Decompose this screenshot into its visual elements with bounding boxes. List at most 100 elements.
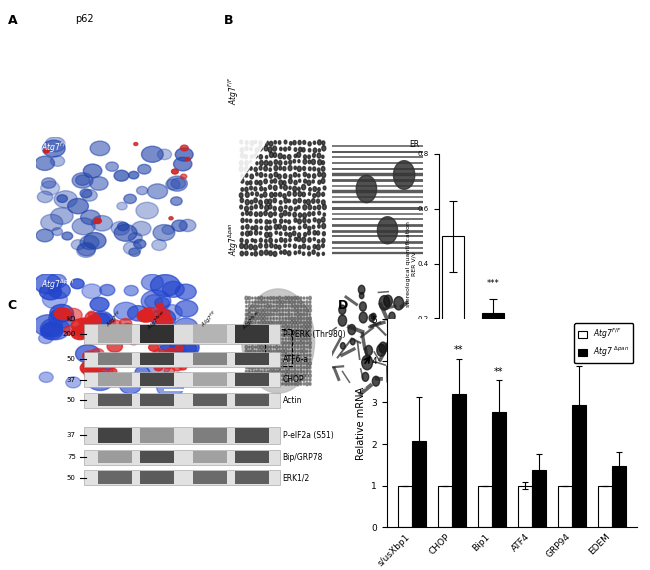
Circle shape xyxy=(47,274,66,288)
Circle shape xyxy=(306,358,308,361)
Circle shape xyxy=(369,314,374,321)
Circle shape xyxy=(318,225,320,228)
Circle shape xyxy=(259,219,262,223)
Circle shape xyxy=(275,231,278,234)
Bar xyxy=(452,394,466,527)
Circle shape xyxy=(251,325,254,328)
Circle shape xyxy=(80,189,92,198)
Circle shape xyxy=(294,329,296,332)
Circle shape xyxy=(39,372,53,382)
Circle shape xyxy=(322,231,326,236)
Circle shape xyxy=(304,233,307,237)
Circle shape xyxy=(323,186,326,190)
Circle shape xyxy=(153,225,175,241)
Circle shape xyxy=(298,160,300,162)
Circle shape xyxy=(261,354,263,357)
Circle shape xyxy=(308,142,311,146)
Circle shape xyxy=(158,309,170,318)
Circle shape xyxy=(250,174,254,179)
Circle shape xyxy=(254,168,257,172)
Circle shape xyxy=(241,174,244,178)
Circle shape xyxy=(254,353,257,357)
Circle shape xyxy=(291,353,293,357)
Circle shape xyxy=(40,318,70,340)
Circle shape xyxy=(276,370,278,373)
Circle shape xyxy=(358,286,365,294)
Circle shape xyxy=(291,305,293,308)
Circle shape xyxy=(291,358,292,361)
Circle shape xyxy=(289,233,292,237)
Circle shape xyxy=(294,321,296,324)
Circle shape xyxy=(255,313,256,316)
Circle shape xyxy=(245,333,248,336)
Circle shape xyxy=(282,325,283,328)
Circle shape xyxy=(254,316,257,320)
Circle shape xyxy=(296,309,299,312)
Circle shape xyxy=(261,367,263,369)
Circle shape xyxy=(246,330,247,332)
Circle shape xyxy=(259,231,261,235)
Circle shape xyxy=(266,329,268,332)
Circle shape xyxy=(266,345,268,349)
Circle shape xyxy=(284,370,287,373)
Bar xyxy=(598,486,612,527)
Circle shape xyxy=(404,337,410,345)
Circle shape xyxy=(298,226,301,229)
Circle shape xyxy=(151,239,166,250)
Circle shape xyxy=(306,346,307,348)
Circle shape xyxy=(80,235,99,250)
Circle shape xyxy=(127,335,135,341)
Circle shape xyxy=(148,184,168,199)
Circle shape xyxy=(306,317,308,320)
Circle shape xyxy=(321,178,325,184)
Circle shape xyxy=(266,374,269,378)
Circle shape xyxy=(260,205,263,209)
Text: Bip/GRP78: Bip/GRP78 xyxy=(283,453,323,462)
Circle shape xyxy=(245,313,248,316)
Circle shape xyxy=(257,309,259,312)
Circle shape xyxy=(169,217,173,220)
Circle shape xyxy=(281,341,284,345)
Circle shape xyxy=(152,353,173,368)
Circle shape xyxy=(281,333,284,336)
Circle shape xyxy=(263,308,266,312)
Text: C: C xyxy=(8,299,17,312)
Circle shape xyxy=(118,222,129,231)
Circle shape xyxy=(269,353,272,357)
Circle shape xyxy=(288,220,291,223)
Circle shape xyxy=(174,157,192,171)
Text: Atg7$^{\Delta pan}$: Atg7$^{\Delta pan}$ xyxy=(239,308,265,333)
Circle shape xyxy=(245,239,248,243)
Circle shape xyxy=(284,238,287,242)
Circle shape xyxy=(260,329,263,332)
Circle shape xyxy=(36,229,53,242)
Circle shape xyxy=(244,206,248,211)
Circle shape xyxy=(300,341,302,345)
Circle shape xyxy=(300,300,302,304)
Circle shape xyxy=(269,168,272,172)
Circle shape xyxy=(255,321,256,324)
Circle shape xyxy=(138,310,153,321)
Circle shape xyxy=(251,374,254,377)
Circle shape xyxy=(313,174,316,178)
Circle shape xyxy=(34,274,61,294)
Circle shape xyxy=(278,304,281,308)
Circle shape xyxy=(291,321,293,324)
Circle shape xyxy=(280,213,283,218)
Circle shape xyxy=(94,218,101,223)
Circle shape xyxy=(252,310,254,311)
Circle shape xyxy=(75,324,92,337)
Circle shape xyxy=(246,325,247,328)
Circle shape xyxy=(276,301,278,304)
Circle shape xyxy=(254,198,257,203)
Circle shape xyxy=(245,200,249,205)
Circle shape xyxy=(284,161,287,165)
Circle shape xyxy=(264,211,267,215)
Circle shape xyxy=(284,349,287,353)
Circle shape xyxy=(291,337,293,341)
Bar xyxy=(235,353,268,365)
Circle shape xyxy=(83,361,94,369)
Circle shape xyxy=(278,224,281,229)
Bar xyxy=(235,394,268,406)
Circle shape xyxy=(254,357,257,361)
